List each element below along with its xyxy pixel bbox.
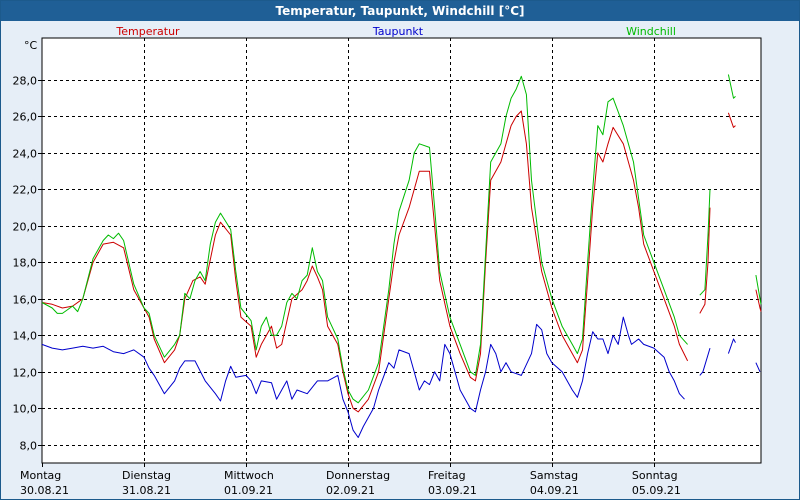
series-line-temperatur xyxy=(41,110,689,413)
y-axis-unit: °C xyxy=(24,39,38,52)
y-tick-label: 12,0 xyxy=(13,367,38,380)
x-tick-date-label: 04.09.21 xyxy=(530,484,579,497)
y-axis: 8,0 10,0 12,0 14,0 16,0 18,0 20,0 22,0 24,0 26,0 2… xyxy=(13,75,42,453)
series-line-taupunkt xyxy=(699,347,711,376)
x-tick-date-label: 02.09.21 xyxy=(326,484,375,497)
x-tick-day-label: Dienstag xyxy=(122,469,171,482)
series-line-taupunkt xyxy=(727,338,736,354)
y-tick-label: 22,0 xyxy=(13,184,38,197)
series-line-temperatur xyxy=(727,112,736,128)
y-tick-label: 14,0 xyxy=(13,330,38,343)
series-line-windchill xyxy=(755,275,762,305)
x-tick-date-label: 31.08.21 xyxy=(122,484,171,497)
x-tick-date-label: 05.09.21 xyxy=(632,484,681,497)
x-axis: Montag 30.08.21 Dienstag 31.08.21 Mittwoch 01… xyxy=(20,463,681,497)
x-tick-date-label: 30.08.21 xyxy=(20,484,69,497)
x-tick-date-label: 01.09.21 xyxy=(224,484,273,497)
series-line-windchill xyxy=(727,74,736,99)
y-tick-label: 26,0 xyxy=(13,111,38,124)
x-tick-day-label: Sonntag xyxy=(632,469,678,482)
legend: Temperatur Taupunkt Windchill xyxy=(115,25,676,38)
legend-item-windchill: Windchill xyxy=(626,25,676,38)
y-tick-label: 20,0 xyxy=(13,221,38,234)
y-tick-label: 10,0 xyxy=(13,403,38,416)
plot-area xyxy=(41,37,762,464)
x-tick-day-label: Samstag xyxy=(530,469,578,482)
y-tick-label: 8,0 xyxy=(20,440,38,453)
legend-item-temperatur: Temperatur xyxy=(115,25,180,38)
y-tick-label: 18,0 xyxy=(13,257,38,270)
x-tick-day-label: Freitag xyxy=(428,469,466,482)
y-tick-label: 28,0 xyxy=(13,75,38,88)
series-line-taupunkt xyxy=(41,316,685,438)
window-title: Temperatur, Taupunkt, Windchill [°C] xyxy=(1,1,799,21)
x-tick-day-label: Donnerstag xyxy=(326,469,390,482)
x-tick-day-label: Mittwoch xyxy=(224,469,274,482)
x-tick-date-label: 03.09.21 xyxy=(428,484,477,497)
series-line-taupunkt xyxy=(755,362,761,373)
series-layer xyxy=(41,74,762,438)
grid-lines xyxy=(42,38,761,463)
series-line-windchill xyxy=(41,75,688,404)
legend-item-taupunkt: Taupunkt xyxy=(372,25,424,38)
series-line-temperatur xyxy=(699,207,711,314)
y-tick-label: 16,0 xyxy=(13,294,38,307)
y-tick-label: 24,0 xyxy=(13,148,38,161)
x-tick-day-label: Montag xyxy=(20,469,61,482)
series-line-windchill xyxy=(699,189,711,296)
series-line-temperatur xyxy=(755,289,762,312)
